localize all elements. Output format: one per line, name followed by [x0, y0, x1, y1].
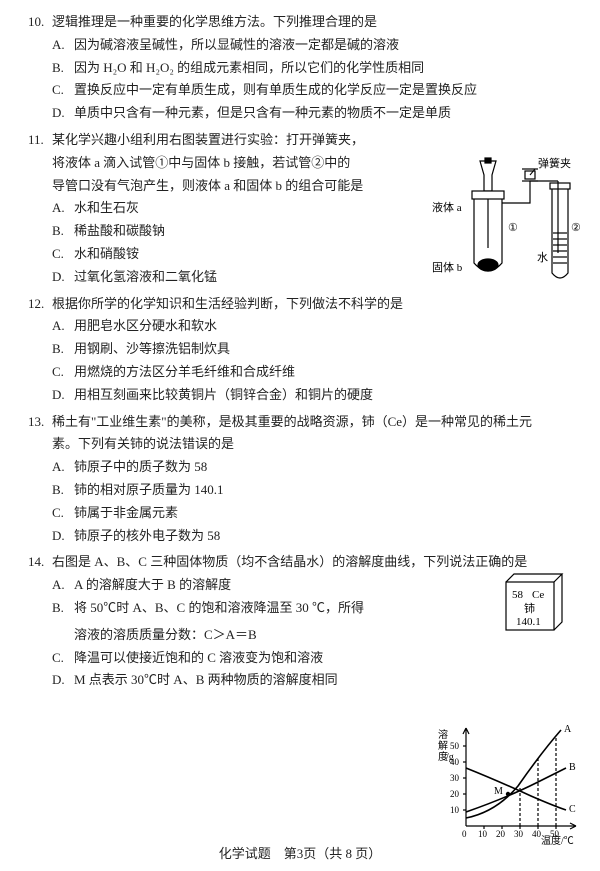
option-label: D.: [52, 103, 74, 124]
option-text: 因为 H₂O 和 H₂O₂ 的组成元素相同，所以它们的化学性质相同: [74, 58, 578, 79]
xtick-30: 30: [514, 829, 524, 839]
label-tube1: ①: [508, 222, 518, 234]
option-text: 用钢刷、沙等擦洗铝制炊具: [74, 339, 578, 360]
q12-option-a: A.用肥皂水区分硬水和软水: [52, 316, 578, 337]
option-label: C.: [52, 244, 74, 265]
question-13: 13. 稀土有"工业维生素"的美称，是极其重要的战略资源，铈（Ce）是一种常见的…: [28, 412, 578, 547]
option-label: A.: [52, 35, 74, 56]
option-text: 铈原子中的质子数为 58: [74, 457, 578, 478]
q12-option-b: B.用钢刷、沙等擦洗铝制炊具: [52, 339, 578, 360]
svg-text:铈: 铈: [524, 601, 535, 615]
q11-stem: 11. 某化学兴趣小组利用右图装置进行实验：打开弹簧夹，: [28, 130, 578, 151]
option-label: C.: [52, 648, 74, 669]
q13-cont: 素。下列有关铈的说法错误的是: [52, 434, 578, 455]
option-label: [52, 625, 74, 646]
question-12: 12. 根据你所学的化学知识和生活经验判断，下列做法不科学的是 A.用肥皂水区分…: [28, 294, 578, 406]
question-10: 10. 逻辑推理是一种重要的化学思维方法。下列推理合理的是 A.因为碱溶液呈碱性…: [28, 12, 578, 124]
option-text: 用相互刻画来比较黄铜片（铜锌合金）和铜片的硬度: [74, 385, 578, 406]
label-water: 水: [537, 251, 548, 264]
option-text: M 点表示 30℃时 A、B 两种物质的溶解度相同: [74, 670, 578, 691]
option-label: C.: [52, 503, 74, 524]
q10-text: 逻辑推理是一种重要的化学思维方法。下列推理合理的是: [52, 12, 578, 33]
ce-num: 58: [512, 589, 524, 601]
option-label: A.: [52, 198, 74, 219]
label-tube2: ②: [571, 222, 580, 234]
xtick-20: 20: [496, 829, 506, 839]
point-m: M: [494, 786, 503, 797]
ytick-40: 40: [450, 757, 460, 767]
option-label: C.: [52, 80, 74, 101]
ytick-50: 50: [450, 741, 460, 751]
option-text: 用肥皂水区分硬水和软水: [74, 316, 578, 337]
q13-number: 13.: [28, 412, 52, 433]
option-label: B.: [52, 598, 74, 619]
xtick-10: 10: [478, 829, 488, 839]
label-liquid: 液体 a: [432, 200, 462, 214]
option-label: A.: [52, 316, 74, 337]
option-label: B.: [52, 221, 74, 242]
svg-text:140.1: 140.1: [516, 616, 541, 628]
option-label: D.: [52, 385, 74, 406]
q13-option-d: D.铈原子的核外电子数为 58: [52, 526, 578, 547]
option-label: C.: [52, 362, 74, 383]
q12-option-d: D.用相互刻画来比较黄铜片（铜锌合金）和铜片的硬度: [52, 385, 578, 406]
option-text: 铈原子的核外电子数为 58: [74, 526, 578, 547]
q13-text: 稀土有"工业维生素"的美称，是极其重要的战略资源，铈（Ce）是一种常见的稀土元: [52, 412, 578, 433]
y-label2: 解: [438, 739, 448, 752]
q12-option-c: C.用燃烧的方法区分羊毛纤维和合成纤维: [52, 362, 578, 383]
ytick-10: 10: [450, 805, 460, 815]
q14-number: 14.: [28, 552, 52, 573]
option-label: A.: [52, 457, 74, 478]
option-text: 置换反应中一定有单质生成，则有单质生成的化学反应一定是置换反应: [74, 80, 578, 101]
ce-mass: 140.1: [516, 616, 541, 628]
option-label: A.: [52, 575, 74, 596]
option-label: B.: [52, 58, 74, 79]
option-text: 用燃烧的方法区分羊毛纤维和合成纤维: [74, 362, 578, 383]
option-label: B.: [52, 339, 74, 360]
option-label: B.: [52, 480, 74, 501]
option-text: 铈属于非金属元素: [74, 503, 578, 524]
q12-number: 12.: [28, 294, 52, 315]
option-label: D.: [52, 267, 74, 288]
option-text: 降温可以使接近饱和的 C 溶液变为饱和溶液: [74, 648, 578, 669]
q13-option-c: C.铈属于非金属元素: [52, 503, 578, 524]
q13-stem: 13. 稀土有"工业维生素"的美称，是极其重要的战略资源，铈（Ce）是一种常见的…: [28, 412, 578, 433]
q11-number: 11.: [28, 130, 52, 151]
page-footer: 化学试题 第3页（共 8 页）: [0, 844, 600, 865]
svg-text:58: 58: [512, 589, 524, 601]
option-text: 因为碱溶液呈碱性，所以显碱性的溶液一定都是碱的溶液: [74, 35, 578, 56]
ce-name: 铈: [524, 601, 535, 615]
q10-number: 10.: [28, 12, 52, 33]
q11-apparatus-diagram: 弹簧夹 液体 a 固体 b 水 ① ②: [430, 153, 580, 298]
option-label: D.: [52, 670, 74, 691]
q14-option-c: C.降温可以使接近饱和的 C 溶液变为饱和溶液: [52, 648, 578, 669]
q13-option-b: B.铈的相对原子质量为 140.1: [52, 480, 578, 501]
ce-sym: Ce: [532, 589, 544, 601]
series-b: B: [569, 762, 576, 773]
ytick-20: 20: [450, 789, 460, 799]
ytick-30: 30: [450, 773, 460, 783]
q14-option-d: D.M 点表示 30℃时 A、B 两种物质的溶解度相同: [52, 670, 578, 691]
label-solid: 固体 b: [432, 260, 463, 274]
option-text: 单质中只含有一种元素，但是只含有一种元素的物质不一定是单质: [74, 103, 578, 124]
option-label: D.: [52, 526, 74, 547]
q10-stem: 10. 逻辑推理是一种重要的化学思维方法。下列推理合理的是: [28, 12, 578, 33]
q10-option-d: D.单质中只含有一种元素，但是只含有一种元素的物质不一定是单质: [52, 103, 578, 124]
option-text: 铈的相对原子质量为 140.1: [74, 480, 578, 501]
q11-text: 某化学兴趣小组利用右图装置进行实验：打开弹簧夹，: [52, 130, 578, 151]
q13-option-a: A.铈原子中的质子数为 58: [52, 457, 578, 478]
q10-option-b: B.因为 H₂O 和 H₂O₂ 的组成元素相同，所以它们的化学性质相同: [52, 58, 578, 79]
question-14: 14. 右图是 A、B、C 三种固体物质（均不含结晶水）的溶解度曲线，下列说法正…: [28, 552, 578, 691]
svg-text:Ce: Ce: [532, 589, 544, 601]
q10-option-a: A.因为碱溶液呈碱性，所以显碱性的溶液一定都是碱的溶液: [52, 35, 578, 56]
xtick-0: 0: [462, 829, 467, 839]
q14-stem: 14. 右图是 A、B、C 三种固体物质（均不含结晶水）的溶解度曲线，下列说法正…: [28, 552, 578, 573]
q10-option-c: C.置换反应中一定有单质生成，则有单质生成的化学反应一定是置换反应: [52, 80, 578, 101]
q14-solubility-chart: 溶 解 度 /g 10 20 30 40 50 0 10 20 30 40 50…: [436, 718, 586, 846]
q13-element-box: 58 Ce 铈 140.1: [498, 570, 566, 638]
label-spring: 弹簧夹: [538, 156, 571, 170]
series-a: A: [564, 724, 572, 735]
series-c: C: [569, 804, 576, 815]
y-label1: 溶: [438, 728, 448, 741]
